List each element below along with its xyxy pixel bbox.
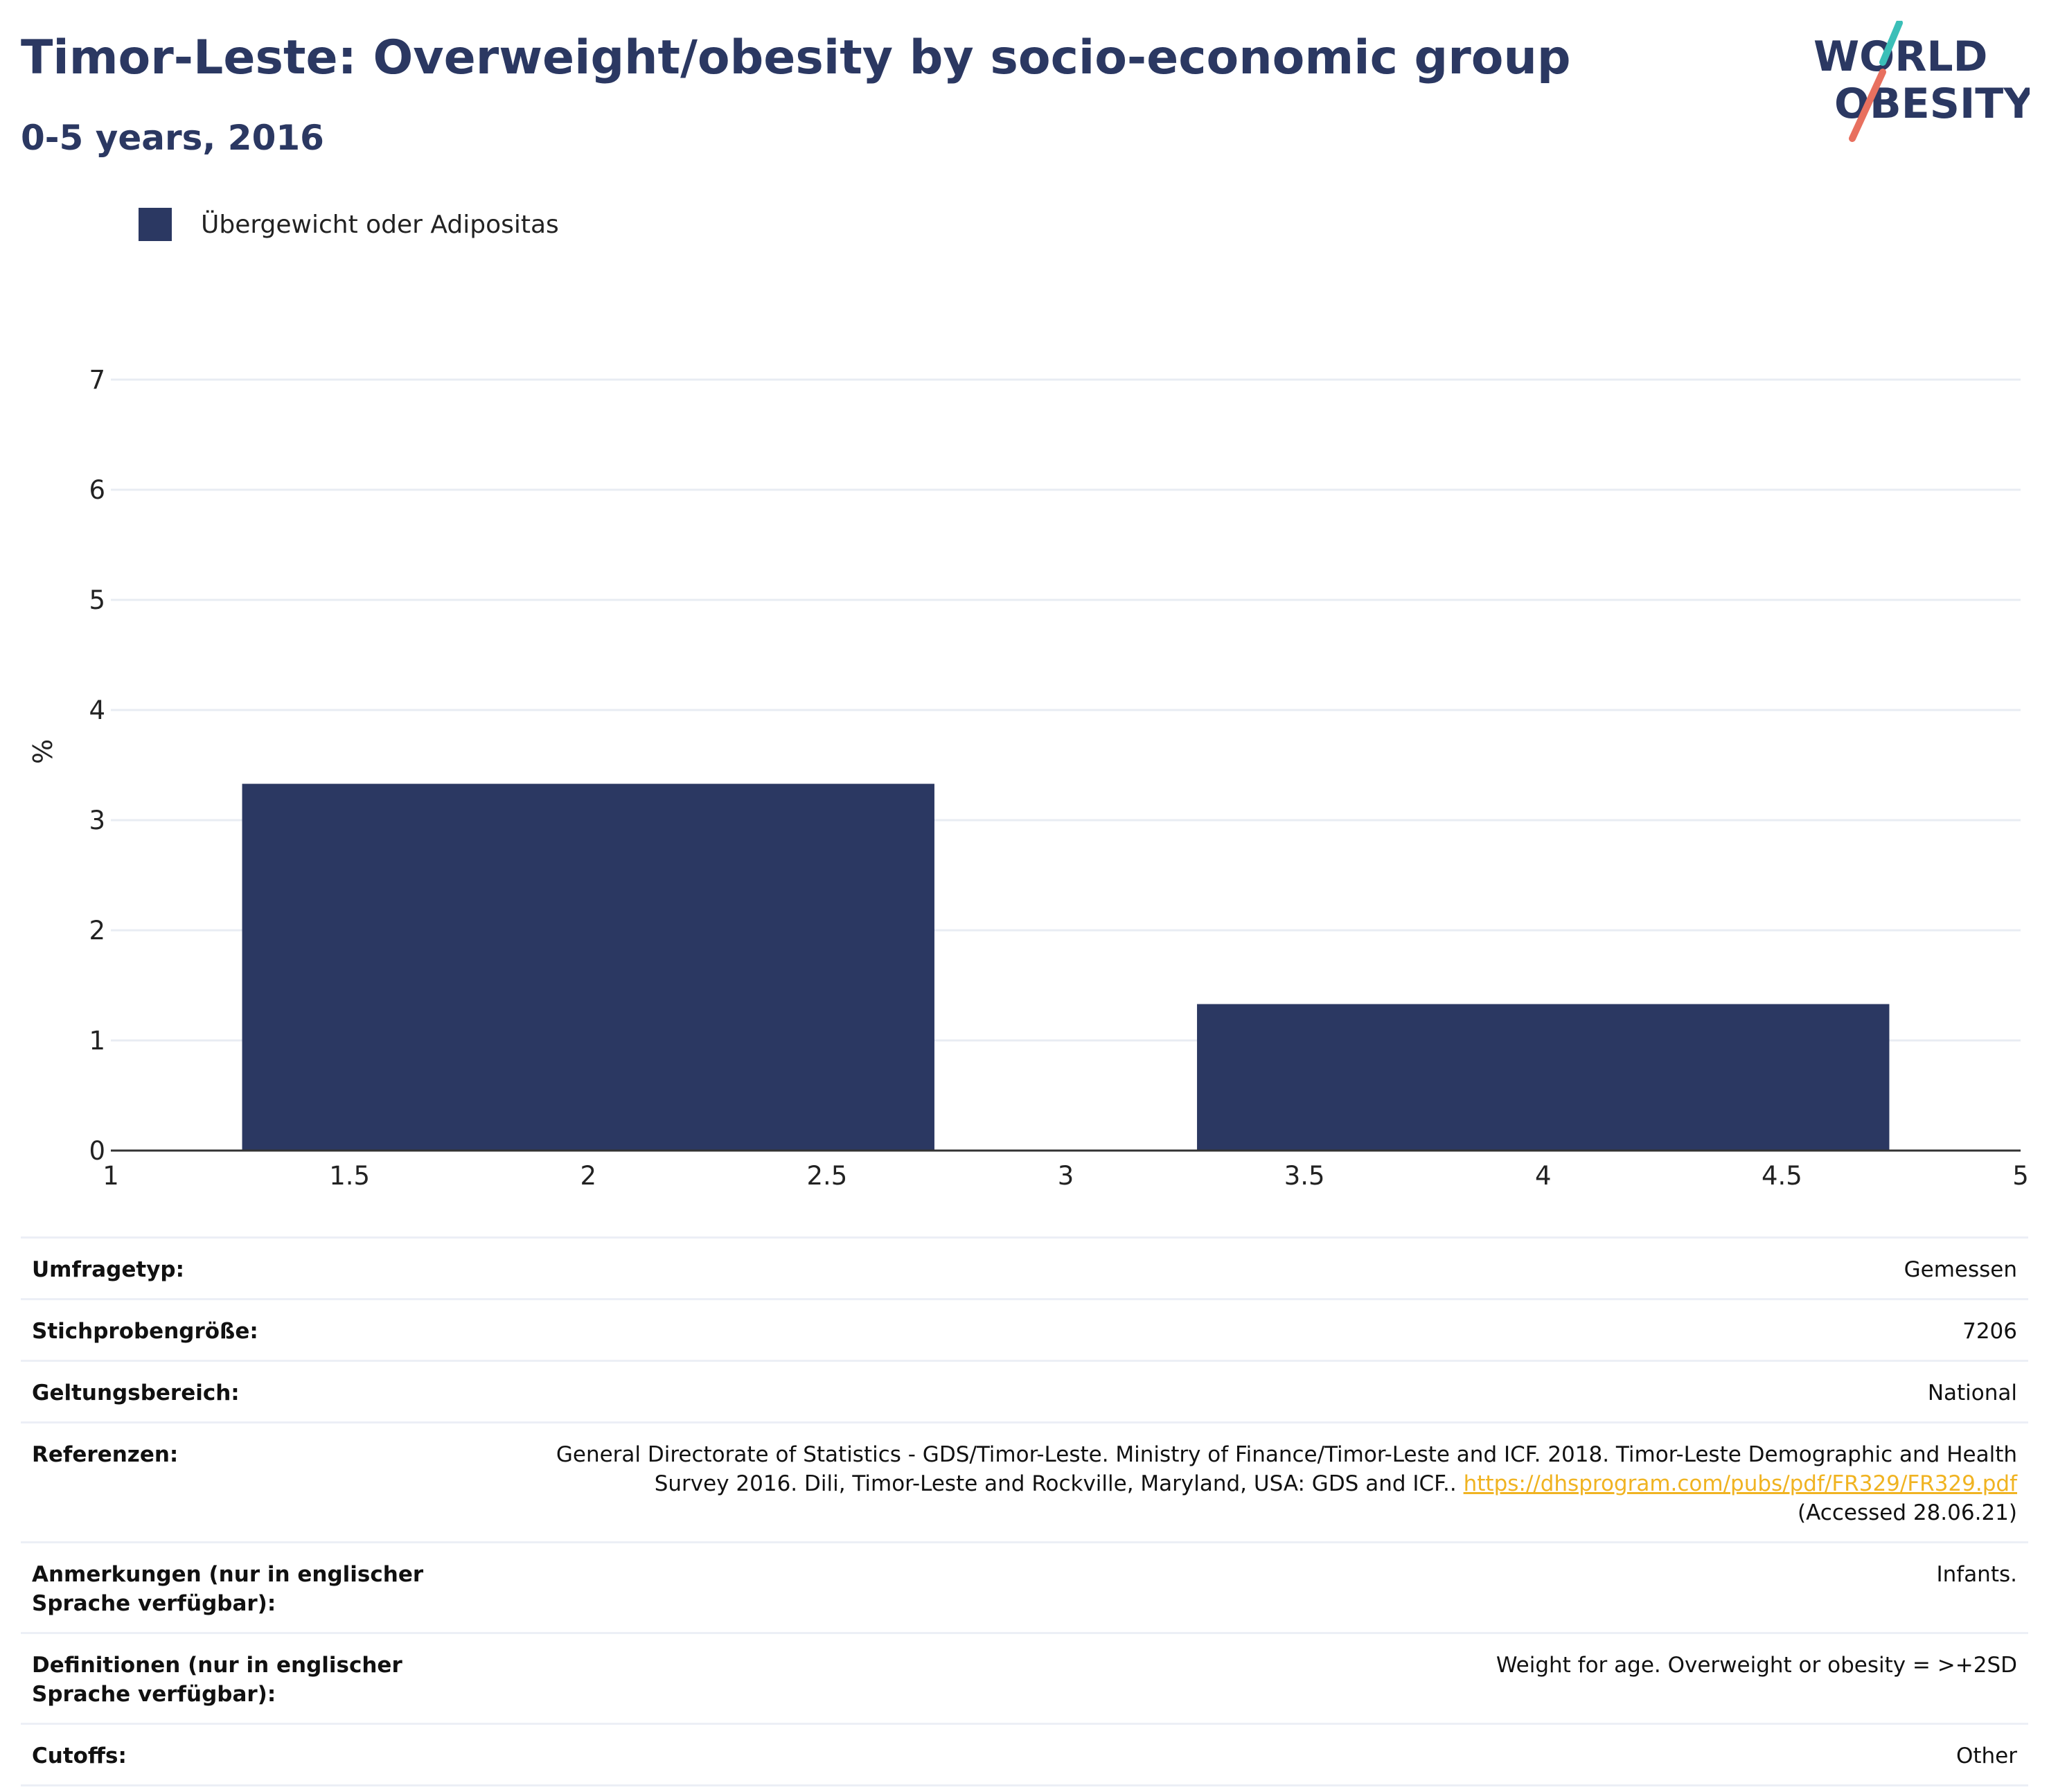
x-tick-label: 3: [1058, 1161, 1074, 1191]
x-tick-label: 1: [103, 1161, 119, 1191]
meta-label: Geltungsbereich:: [21, 1360, 514, 1423]
meta-row-cutoffs: Cutoffs: Other: [21, 1723, 2028, 1786]
y-tick-label: 5: [89, 585, 105, 615]
logo-teal-slash: [1879, 21, 1903, 66]
y-tick-label: 7: [89, 365, 105, 395]
legend-swatch: [139, 208, 172, 241]
y-axis-label: %: [28, 738, 58, 765]
meta-row-references: Referenzen: General Directorate of Stati…: [21, 1421, 2028, 1543]
meta-value: Gemessen: [514, 1236, 2028, 1299]
meta-value: Weight for age. Overweight or obesity = …: [514, 1632, 2028, 1724]
logo-line1: WORLD: [1813, 33, 1987, 81]
chart-subtitle: 0-5 years, 2016: [21, 118, 324, 158]
y-tick-label: 4: [89, 695, 105, 725]
logo-coral-slash: [1849, 69, 1886, 142]
meta-label: Umfragetyp:: [21, 1236, 514, 1299]
meta-row-definitions: Definitionen (nur in englischer Sprache …: [21, 1632, 2028, 1724]
x-tick-label: 5: [2012, 1161, 2029, 1191]
meta-label: Referenzen:: [21, 1421, 514, 1543]
bar: [242, 783, 934, 1151]
meta-row-notes: Anmerkungen (nur in englischer Sprache v…: [21, 1541, 2028, 1633]
reference-accessed: (Accessed 28.06.21): [1798, 1500, 2017, 1525]
world-obesity-logo: WORLD OBESITY: [1813, 21, 2030, 142]
chart-title: Timor-Leste: Overweight/obesity by socio…: [21, 30, 1571, 85]
x-tick-label: 1.5: [329, 1161, 370, 1191]
metadata-table: Umfragetyp: Gemessen Stichprobengröße: 7…: [21, 1236, 2028, 1786]
meta-value: National: [514, 1360, 2028, 1423]
y-tick-label: 0: [89, 1136, 105, 1166]
x-tick-label: 4: [1535, 1161, 1552, 1191]
meta-label: Cutoffs:: [21, 1723, 514, 1786]
reference-link[interactable]: https://dhsprogram.com/pubs/pdf/FR329/FR…: [1463, 1471, 2017, 1496]
y-tick-label: 6: [89, 475, 105, 505]
x-tick-label: 2.5: [806, 1161, 847, 1191]
meta-label: Stichprobengröße:: [21, 1298, 514, 1361]
y-tick-label: 1: [89, 1026, 105, 1056]
x-tick-label: 4.5: [1762, 1161, 1802, 1191]
y-tick-label: 2: [89, 916, 105, 946]
meta-row-survey-type: Umfragetyp: Gemessen: [21, 1236, 2028, 1299]
meta-value: Infants.: [514, 1541, 2028, 1633]
meta-label: Anmerkungen (nur in englischer Sprache v…: [21, 1541, 514, 1633]
bar: [1197, 1004, 1890, 1151]
meta-value: 7206: [514, 1298, 2028, 1361]
x-tick-label: 2: [580, 1161, 596, 1191]
meta-value: Other: [514, 1723, 2028, 1786]
reference-text: General Directorate of Statistics - GDS/…: [556, 1442, 2017, 1496]
meta-label: Definitionen (nur in englischer Sprache …: [21, 1632, 514, 1724]
chart-legend: Übergewicht oder Adipositas: [139, 206, 559, 242]
meta-row-sample-size: Stichprobengröße: 7206: [21, 1298, 2028, 1361]
legend-label: Übergewicht oder Adipositas: [201, 210, 559, 239]
y-tick-label: 3: [89, 806, 105, 835]
x-tick-label: 3.5: [1284, 1161, 1325, 1191]
meta-value: General Directorate of Statistics - GDS/…: [514, 1421, 2028, 1543]
meta-row-coverage: Geltungsbereich: National: [21, 1360, 2028, 1423]
